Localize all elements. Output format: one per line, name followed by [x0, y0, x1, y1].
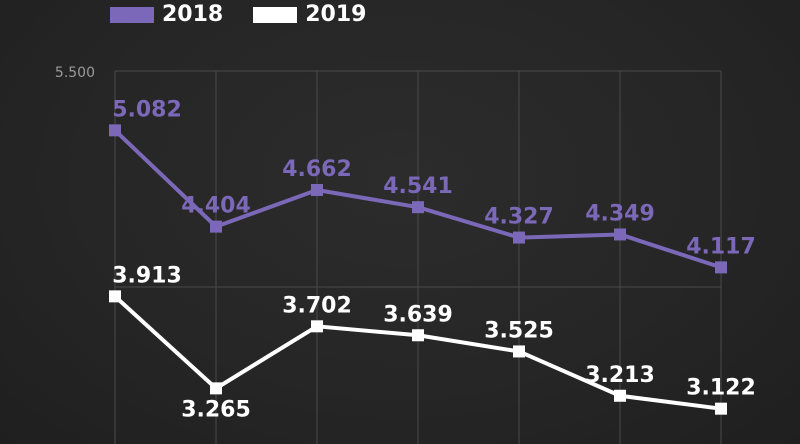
- data-label-2018: 4.404: [181, 194, 251, 219]
- data-point-2019: [109, 290, 121, 303]
- data-point-2018: [715, 261, 727, 274]
- data-point-2018: [614, 228, 626, 241]
- y-tick-label: 5.500: [55, 65, 95, 81]
- data-label-2018: 4.541: [383, 174, 453, 199]
- data-label-2019: 3.122: [686, 376, 756, 401]
- data-label-2018: 4.327: [484, 205, 554, 230]
- data-label-2019: 3.639: [383, 302, 453, 327]
- legend-label-2019: 2019: [305, 2, 367, 27]
- data-point-2019: [412, 329, 424, 342]
- data-point-2018: [311, 183, 323, 196]
- data-point-2018: [210, 220, 222, 233]
- data-label-2019: 3.702: [282, 293, 352, 318]
- data-point-2018: [109, 124, 121, 137]
- data-label-2019: 3.525: [484, 318, 554, 343]
- legend: 2018 2019: [110, 2, 366, 27]
- data-point-2019: [210, 382, 222, 395]
- legend-label-2018: 2018: [162, 2, 224, 27]
- legend-item-2019: 2019: [253, 2, 366, 27]
- data-point-2018: [412, 201, 424, 214]
- data-label-2018: 4.349: [585, 201, 655, 226]
- data-point-2019: [614, 389, 626, 402]
- data-point-2019: [513, 345, 525, 358]
- data-point-2018: [513, 231, 525, 244]
- legend-item-2018: 2018: [110, 2, 223, 27]
- data-label-2018: 4.117: [686, 234, 756, 259]
- data-label-2018: 5.082: [112, 97, 182, 122]
- data-label-2019: 3.913: [112, 263, 182, 288]
- legend-swatch-2018: [110, 6, 154, 23]
- data-label-2018: 4.662: [282, 157, 352, 182]
- data-point-2019: [715, 402, 727, 415]
- data-label-2019: 3.265: [181, 397, 251, 422]
- data-point-2019: [311, 320, 323, 333]
- data-label-2019: 3.213: [585, 363, 655, 388]
- legend-swatch-2019: [253, 6, 298, 23]
